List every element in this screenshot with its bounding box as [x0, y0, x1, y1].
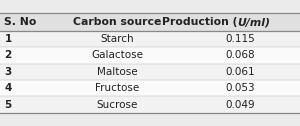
- Bar: [0, 80, 300, 96]
- Text: 0.115: 0.115: [225, 34, 255, 44]
- Text: Carbon source: Carbon source: [73, 17, 161, 27]
- Bar: [0, 13, 300, 31]
- Text: 0.061: 0.061: [225, 67, 255, 77]
- Text: 1: 1: [4, 34, 12, 44]
- Text: 0.049: 0.049: [225, 100, 255, 110]
- Bar: [0, 96, 300, 113]
- Bar: [0, 47, 300, 64]
- Text: U/ml): U/ml): [237, 17, 270, 27]
- Text: S. No: S. No: [4, 17, 37, 27]
- Text: Fructose: Fructose: [95, 83, 139, 93]
- Text: Starch: Starch: [100, 34, 134, 44]
- Text: 0.053: 0.053: [225, 83, 255, 93]
- Bar: [0, 64, 300, 80]
- Text: Galactose: Galactose: [91, 50, 143, 60]
- Text: Production (: Production (: [161, 17, 237, 27]
- Text: 3: 3: [4, 67, 12, 77]
- Text: 5: 5: [4, 100, 12, 110]
- Bar: [0, 31, 300, 47]
- Text: Maltose: Maltose: [97, 67, 137, 77]
- Text: Sucrose: Sucrose: [96, 100, 138, 110]
- Text: 2: 2: [4, 50, 12, 60]
- Text: 4: 4: [4, 83, 12, 93]
- Text: 0.068: 0.068: [225, 50, 255, 60]
